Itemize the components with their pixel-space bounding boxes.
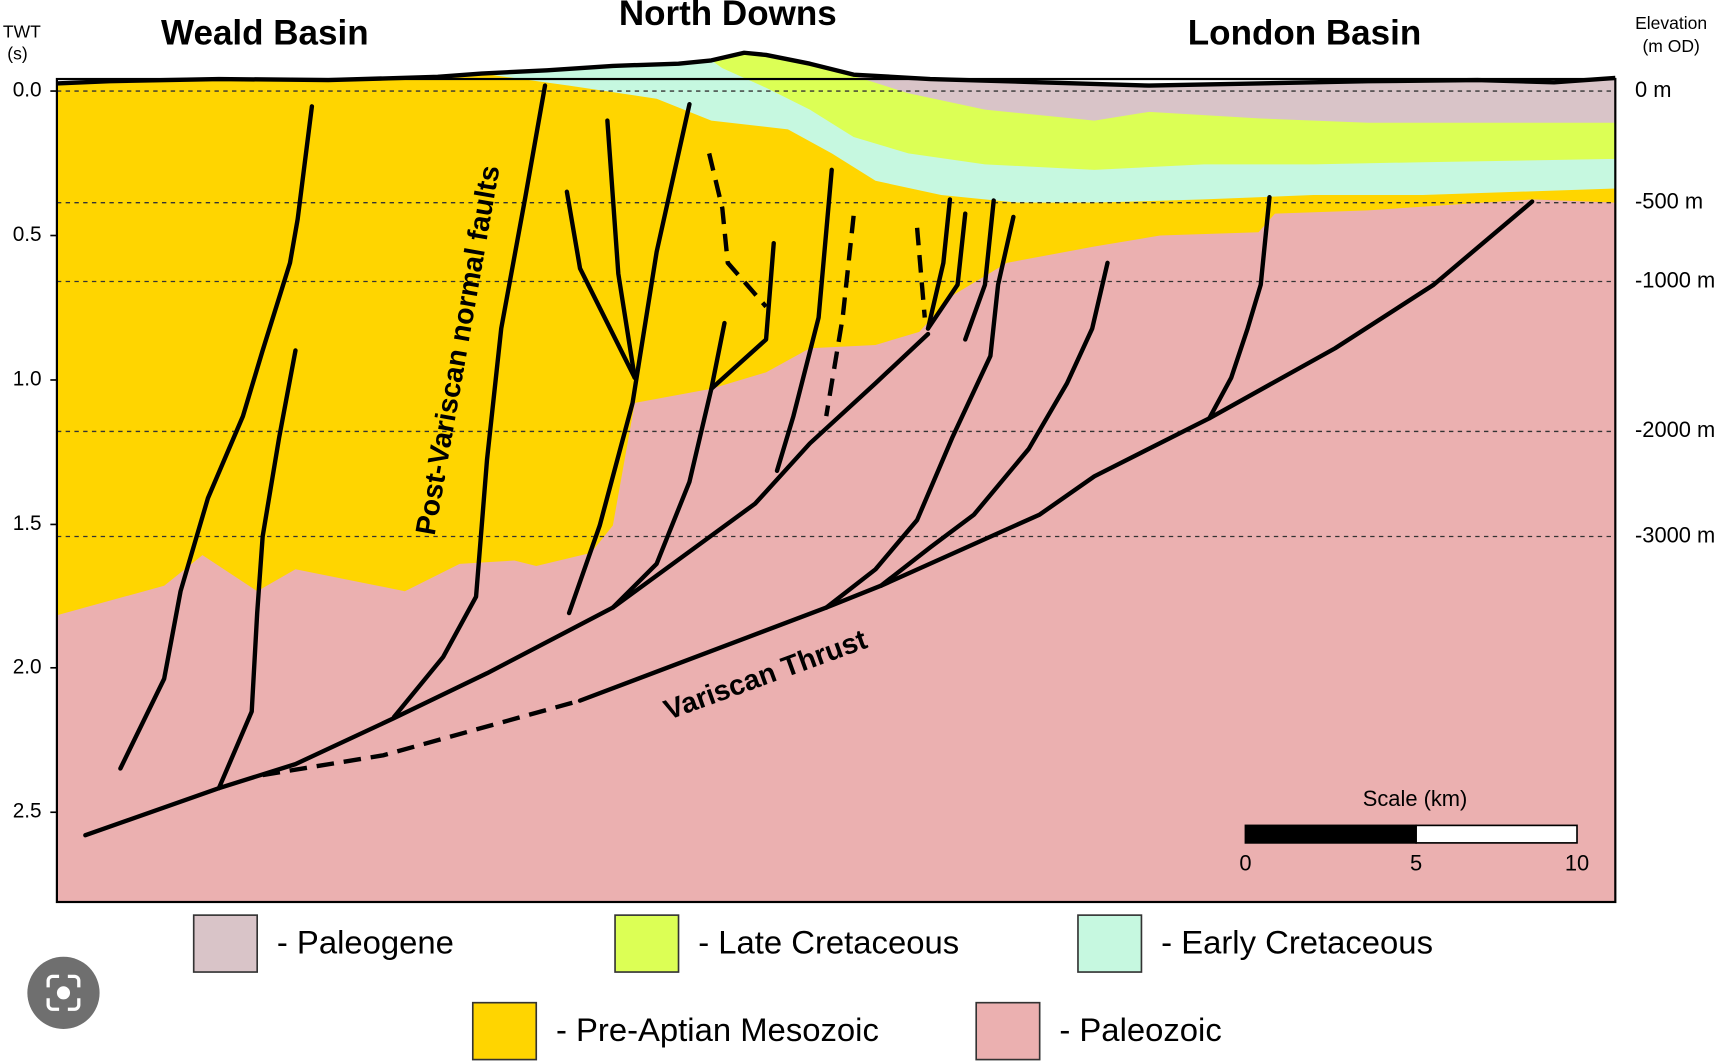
legend-label: - Paleogene — [277, 923, 454, 960]
axis-title: (s) — [7, 44, 27, 64]
legend-swatch — [471, 1001, 538, 1061]
fault — [391, 83, 548, 720]
legend-swatch — [192, 914, 259, 973]
basin-title: London Basin — [1188, 13, 1421, 52]
fault — [707, 152, 768, 309]
legend-swatch — [975, 1001, 1041, 1061]
faults — [83, 83, 1535, 838]
axis-title: (m OD) — [1642, 36, 1699, 56]
y-tick-label: 2.5 — [13, 800, 42, 823]
y-tick-label: 1.5 — [13, 512, 42, 535]
layers — [56, 52, 1616, 902]
legend-swatch — [1077, 914, 1143, 973]
fault — [925, 211, 968, 331]
fault — [824, 214, 1016, 610]
y-tick-label: 0.5 — [13, 223, 42, 246]
lens-icon — [27, 956, 100, 1029]
scale-tick-label: 0 — [1239, 851, 1251, 876]
fault — [963, 198, 996, 342]
thrust — [577, 199, 1535, 703]
legend-swatch — [614, 914, 680, 973]
fault — [605, 118, 637, 380]
fault — [709, 240, 776, 391]
scale-tick-label: 10 — [1565, 851, 1589, 876]
scale-tick-label: 5 — [1410, 851, 1422, 876]
y-tick-label: 1.0 — [13, 367, 42, 390]
fault — [118, 104, 315, 771]
y-tick-label: 0 m — [1635, 77, 1671, 102]
y-tick-label: 2.0 — [13, 655, 42, 678]
frame — [55, 77, 1617, 904]
fault — [774, 167, 834, 473]
lens-glyph — [56, 986, 71, 1000]
thrust — [83, 331, 931, 838]
y-tick-label: 0.0 — [13, 79, 42, 102]
fault — [564, 189, 637, 380]
legend-label: - Pre-Aptian Mesozoic — [556, 1011, 879, 1048]
legend-label: - Paleozoic — [1059, 1011, 1221, 1048]
fault — [216, 348, 298, 791]
y-tick-label: -500 m — [1635, 188, 1703, 213]
legend-label: - Early Cretaceous — [1161, 923, 1433, 960]
fault — [925, 197, 953, 331]
reference-lines — [56, 90, 1616, 538]
paleogene-layer — [842, 72, 1616, 123]
fault — [824, 215, 856, 417]
thrust — [262, 698, 581, 778]
scale-title: Scale (km) — [1363, 786, 1468, 811]
fault — [878, 260, 1110, 588]
y-tick-label: -3000 m — [1635, 522, 1715, 547]
fault — [914, 227, 927, 318]
y-tick-label: -2000 m — [1635, 417, 1715, 442]
fault — [1207, 195, 1272, 421]
fault — [566, 102, 692, 616]
ridge-title: North Downs — [619, 0, 837, 33]
lens-glyph — [46, 974, 81, 1011]
axis-title: Elevation — [1635, 13, 1707, 33]
fault — [610, 320, 727, 610]
scale-bar — [1244, 824, 1417, 844]
axis-title: TWT — [3, 22, 41, 42]
basin-title: Weald Basin — [161, 13, 369, 52]
legend-label: - Late Cretaceous — [698, 923, 959, 960]
y-tick-label: -1000 m — [1635, 267, 1715, 292]
scale-bar — [1415, 824, 1578, 844]
